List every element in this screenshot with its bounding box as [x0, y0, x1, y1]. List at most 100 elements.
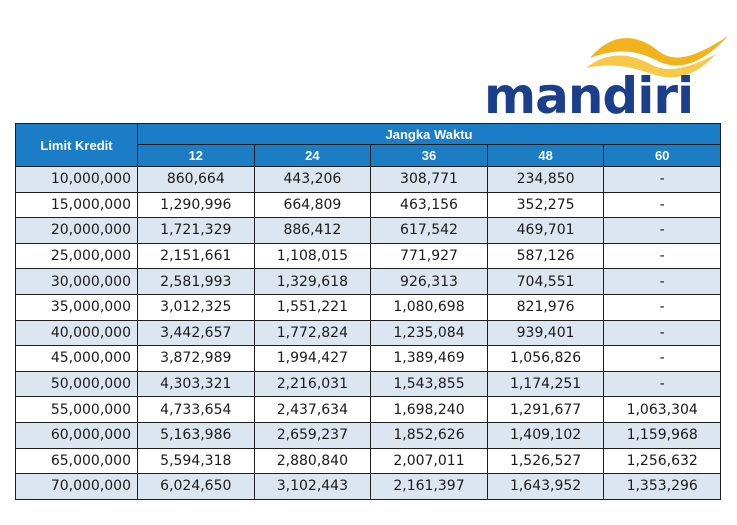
limit-kredit-cell: 70,000,000	[15, 473, 138, 500]
table-row: 40,000,000 3,442,657 1,772,824 1,235,084 939…	[15, 319, 722, 347]
installment-cell-12: 2,581,993	[137, 268, 255, 295]
mandiri-wordmark: mandiri	[484, 67, 694, 125]
table-row: 15,000,000 1,290,996 664,809 463,156 352,275…	[15, 191, 722, 219]
limit-kredit-cell: 60,000,000	[15, 421, 138, 449]
installment-table-container: Limit Kredit Jangka Waktu 12 24 36 48 60 10,…	[15, 123, 722, 500]
installment-cell-12: 6,024,650	[137, 473, 255, 500]
installment-cell-24: 1,772,824	[253, 319, 372, 347]
installment-cell-60: -	[603, 345, 722, 372]
limit-kredit-header: Limit Kredit	[15, 123, 138, 167]
installment-cell-12: 1,290,996	[137, 191, 255, 219]
table-row: 25,000,000 2,151,661 1,108,015 771,927 587,1…	[15, 242, 722, 270]
installment-cell-48: 1,056,826	[486, 345, 605, 372]
table-row: 65,000,000 5,594,318 2,880,840 2,007,011 1,5…	[15, 447, 722, 475]
installment-table: Limit Kredit Jangka Waktu 12 24 36 48 60 10,…	[15, 123, 722, 500]
installment-cell-36: 1,543,855	[370, 370, 488, 398]
term-header-36: 36	[370, 144, 488, 167]
installment-cell-36: 926,313	[370, 268, 488, 295]
installment-cell-60: -	[603, 242, 722, 270]
installment-cell-48: 821,976	[486, 293, 605, 321]
installment-cell-48: 939,401	[486, 319, 605, 347]
limit-kredit-cell: 10,000,000	[15, 166, 138, 193]
installment-cell-24: 2,659,237	[253, 421, 372, 449]
installment-cell-12: 2,151,661	[137, 242, 255, 270]
installment-cell-36: 771,927	[370, 242, 488, 270]
table-row: 60,000,000 5,163,986 2,659,237 1,852,626 1,4…	[15, 421, 722, 449]
limit-kredit-cell: 55,000,000	[15, 396, 138, 423]
term-header-12: 12	[137, 144, 255, 167]
limit-kredit-cell: 45,000,000	[15, 345, 138, 372]
table-body: 10,000,000 860,664 443,206 308,771 234,850-1…	[15, 166, 722, 500]
installment-cell-60: 1,353,296	[603, 473, 722, 500]
limit-kredit-cell: 25,000,000	[15, 242, 138, 270]
installment-cell-24: 1,551,221	[253, 293, 372, 321]
term-header-24: 24	[253, 144, 372, 167]
installment-cell-12: 5,594,318	[137, 447, 255, 475]
installment-cell-36: 1,235,084	[370, 319, 488, 347]
installment-cell-60: -	[603, 319, 722, 347]
installment-cell-12: 3,872,989	[137, 345, 255, 372]
installment-cell-48: 587,126	[486, 242, 605, 270]
installment-cell-12: 5,163,986	[137, 421, 255, 449]
term-header-60: 60	[603, 144, 722, 167]
installment-cell-60: -	[603, 268, 722, 295]
installment-cell-48: 352,275	[486, 191, 605, 219]
installment-cell-24: 664,809	[253, 191, 372, 219]
installment-cell-12: 860,664	[137, 166, 255, 193]
installment-cell-36: 1,698,240	[370, 396, 488, 423]
table-row: 70,000,000 6,024,650 3,102,443 2,161,397 1,6…	[15, 473, 722, 500]
installment-cell-60: -	[603, 191, 722, 219]
installment-cell-36: 617,542	[370, 217, 488, 244]
installment-cell-60: -	[603, 217, 722, 244]
table-row: 50,000,000 4,303,321 2,216,031 1,543,855 1,1…	[15, 370, 722, 398]
installment-cell-12: 1,721,329	[137, 217, 255, 244]
installment-cell-24: 443,206	[253, 166, 372, 193]
installment-cell-36: 308,771	[370, 166, 488, 193]
installment-cell-60: -	[603, 293, 722, 321]
installment-cell-36: 1,852,626	[370, 421, 488, 449]
table-row: 10,000,000 860,664 443,206 308,771 234,850-	[15, 166, 722, 193]
installment-cell-60: 1,159,968	[603, 421, 722, 449]
installment-cell-36: 2,161,397	[370, 473, 488, 500]
installment-cell-48: 234,850	[486, 166, 605, 193]
installment-cell-48: 1,291,677	[486, 396, 605, 423]
table-row: 55,000,000 4,733,654 2,437,634 1,698,240 1,2…	[15, 396, 722, 423]
limit-kredit-cell: 30,000,000	[15, 268, 138, 295]
header-row-top: Limit Kredit Jangka Waktu	[15, 123, 722, 167]
term-header-48: 48	[486, 144, 605, 167]
installment-cell-60: -	[603, 370, 722, 398]
installment-cell-36: 463,156	[370, 191, 488, 219]
installment-cell-48: 1,643,952	[486, 473, 605, 500]
limit-kredit-cell: 15,000,000	[15, 191, 138, 219]
installment-cell-48: 1,526,527	[486, 447, 605, 475]
installment-cell-12: 4,733,654	[137, 396, 255, 423]
installment-cell-24: 1,329,618	[253, 268, 372, 295]
limit-kredit-cell: 35,000,000	[15, 293, 138, 321]
installment-cell-60: 1,256,632	[603, 447, 722, 475]
installment-cell-24: 886,412	[253, 217, 372, 244]
installment-cell-36: 2,007,011	[370, 447, 488, 475]
installment-cell-48: 1,409,102	[486, 421, 605, 449]
installment-cell-24: 3,102,443	[253, 473, 372, 500]
installment-cell-36: 1,389,469	[370, 345, 488, 372]
installment-cell-24: 2,880,840	[253, 447, 372, 475]
installment-cell-24: 1,108,015	[253, 242, 372, 270]
installment-cell-60: -	[603, 166, 722, 193]
mandiri-swoosh-icon	[586, 36, 728, 78]
mandiri-logo: mandiri	[478, 24, 728, 125]
installment-cell-24: 1,994,427	[253, 345, 372, 372]
table-row: 20,000,000 1,721,329 886,412 617,542 469,701…	[15, 217, 722, 244]
table-row: 30,000,000 2,581,993 1,329,618 926,313 704,5…	[15, 268, 722, 295]
installment-cell-48: 1,174,251	[486, 370, 605, 398]
installment-cell-36: 1,080,698	[370, 293, 488, 321]
limit-kredit-cell: 50,000,000	[15, 370, 138, 398]
installment-cell-24: 2,216,031	[253, 370, 372, 398]
installment-cell-12: 3,012,325	[137, 293, 255, 321]
jangka-waktu-header: Jangka Waktu	[136, 123, 722, 145]
table-row: 45,000,000 3,872,989 1,994,427 1,389,469 1,0…	[15, 345, 722, 372]
header-row-terms: 12 24 36 48 60	[16, 144, 722, 167]
limit-kredit-cell: 40,000,000	[15, 319, 138, 347]
installment-cell-48: 704,551	[486, 268, 605, 295]
installment-cell-24: 2,437,634	[253, 396, 372, 423]
limit-kredit-cell: 20,000,000	[15, 217, 138, 244]
